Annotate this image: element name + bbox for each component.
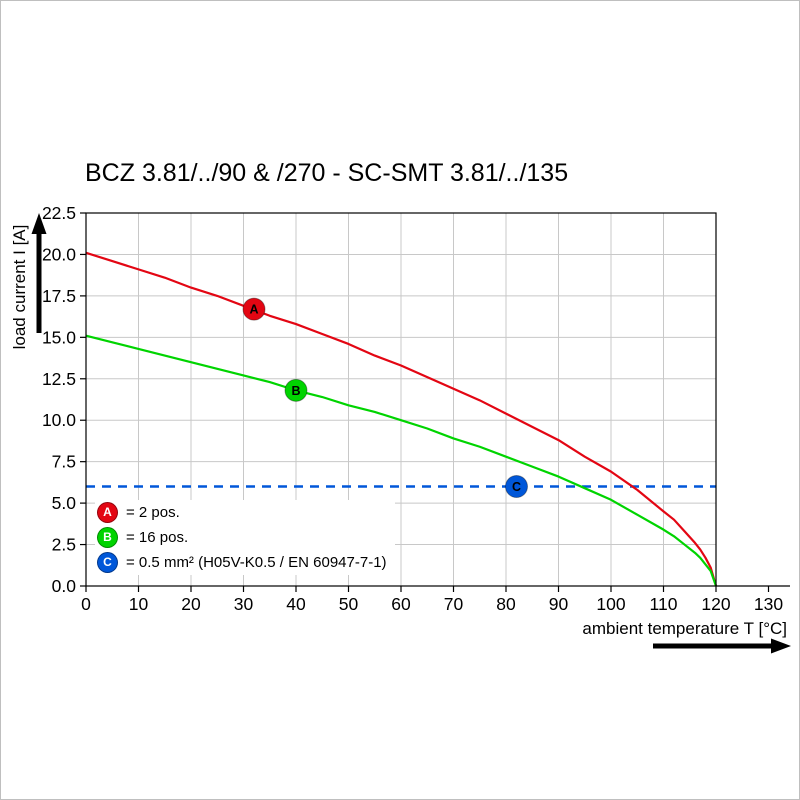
marker-b-icon (284, 378, 308, 402)
curve-A (85, 251, 718, 587)
y-tick-label: 15.0 (42, 327, 76, 347)
marker-c-icon (505, 475, 528, 499)
legend-marker-b-icon: B (97, 527, 118, 548)
x-tick-label: 100 (596, 594, 625, 614)
marker-b-letter: B (291, 384, 300, 398)
x-tick-label: 10 (129, 594, 149, 614)
x-tick-label: 90 (549, 594, 569, 614)
y-tick-label: 2.5 (52, 535, 76, 555)
y-tick-label: 10.0 (42, 410, 76, 430)
x-tick-label: 40 (286, 594, 306, 614)
chart-legend: A = 2 pos. B = 16 pos. C = 0.5 mm² (H05V… (95, 500, 395, 575)
legend-marker-a-icon: A (97, 502, 118, 523)
x-tick-label: 0 (81, 594, 91, 614)
legend-label-b: = 16 pos. (126, 529, 189, 546)
legend-item-c: C = 0.5 mm² (H05V-K0.5 / EN 60947-7-1) (97, 550, 387, 575)
y-tick-label: 5.0 (52, 493, 77, 513)
legend-item-b: B = 16 pos. (97, 525, 387, 550)
y-tick-label: 17.5 (42, 286, 76, 306)
x-tick-label: 60 (391, 594, 411, 614)
x-tick-label: 50 (339, 594, 359, 614)
y-tick-label: 0.0 (52, 576, 77, 596)
chart-title: BCZ 3.81/../90 & /270 - SC-SMT 3.81/../1… (85, 159, 569, 187)
legend-label-c: = 0.5 mm² (H05V-K0.5 / EN 60947-7-1) (126, 554, 387, 571)
x-axis-arrow-icon (653, 638, 791, 654)
curve-B (85, 334, 718, 587)
marker-c-letter: C (512, 480, 521, 494)
x-tick-label: 70 (444, 594, 464, 614)
x-axis-label: ambient temperature T [°C] (582, 619, 787, 638)
y-axis-arrow-icon (31, 213, 47, 333)
x-tick-label: 80 (496, 594, 516, 614)
y-tick-label: 20.0 (42, 244, 76, 264)
x-tick-label: 20 (181, 594, 201, 614)
x-tick-label: 120 (701, 594, 730, 614)
y-tick-label: 22.5 (42, 203, 76, 223)
x-tick-label: 30 (234, 594, 254, 614)
x-tick-label: 110 (650, 594, 678, 614)
y-tick-label: 12.5 (42, 369, 76, 389)
marker-a-letter: A (249, 303, 258, 317)
legend-label-a: = 2 pos. (126, 504, 180, 521)
marker-a-icon (242, 297, 266, 321)
y-tick-label: 7.5 (52, 452, 76, 472)
legend-marker-c-icon: C (97, 552, 118, 573)
legend-item-a: A = 2 pos. (97, 500, 387, 525)
x-tick-label: 130 (754, 594, 783, 614)
